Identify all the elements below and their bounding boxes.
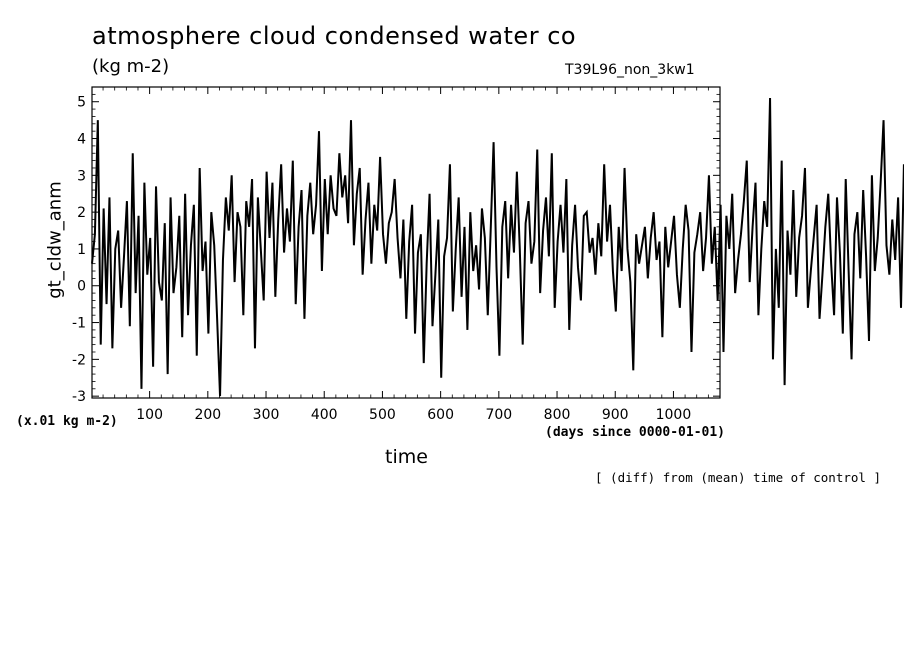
y-tick-label: -2 [72, 352, 86, 368]
x-tick-label: 100 [136, 407, 163, 423]
axis-tick-labels: -3 -2 -1 0 1 2 3 4 5 100 200 300 400 500 600 700 800 900 1… [72, 95, 691, 423]
x-tick-label: 300 [253, 407, 280, 423]
chart-units: (kg m-2) [92, 56, 170, 77]
y-tick-label: 2 [77, 205, 86, 221]
y-tick-label: 1 [77, 242, 86, 258]
y-tick-label: 0 [77, 279, 86, 295]
axis-ticks [92, 87, 720, 398]
x-tick-label: 1000 [656, 407, 692, 423]
x-axis-label: time [385, 446, 428, 468]
y-tick-label: -1 [72, 316, 86, 332]
x-tick-label: 700 [485, 407, 512, 423]
y-tick-label: 3 [77, 168, 86, 184]
series-layer [91, 98, 904, 397]
x-tick-label: 800 [544, 407, 571, 423]
series-line-0 [91, 98, 904, 397]
y-tick-label: 5 [77, 95, 86, 111]
y-tick-label: 4 [77, 132, 86, 148]
footer-note: [ (diff) from (mean) time of control ] [595, 470, 881, 485]
x-tick-label: 900 [602, 407, 629, 423]
x-tick-label: 500 [369, 407, 396, 423]
x-tick-label: 200 [194, 407, 221, 423]
y-units-note: (x.01 kg m-2) [16, 414, 118, 429]
x-axis-units: (days since 0000-01-01) [545, 425, 726, 440]
run-name: T39L96_non_3kw1 [565, 62, 695, 78]
y-tick-label: -3 [72, 389, 86, 405]
x-tick-label: 600 [427, 407, 454, 423]
chart-title: atmosphere cloud condensed water co [92, 22, 577, 50]
x-tick-label: 400 [311, 407, 338, 423]
